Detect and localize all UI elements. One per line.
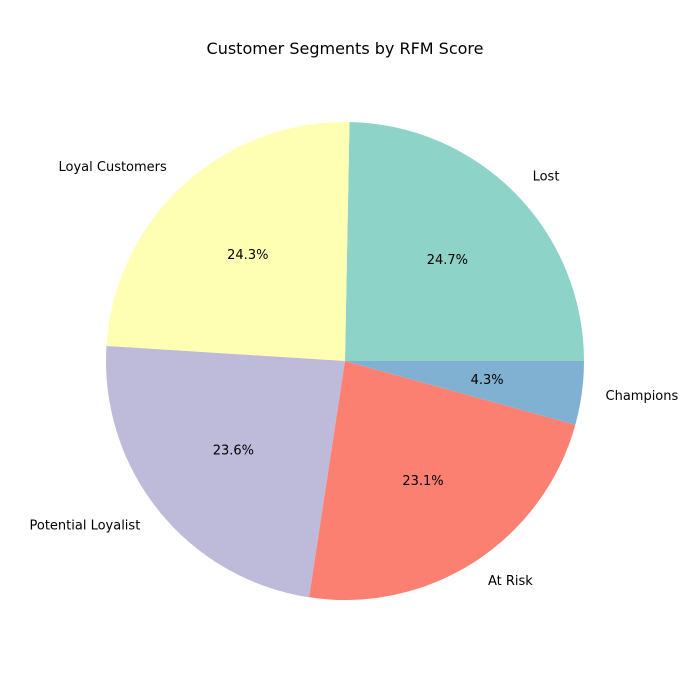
slice-percent-lost: 24.7% — [427, 253, 468, 268]
pie-slice-potential-loyalist — [105, 345, 345, 598]
chart-title: Customer Segments by RFM Score — [207, 39, 484, 58]
slice-label-champions: Champions — [606, 389, 679, 404]
slice-percent-champions: 4.3% — [471, 373, 504, 388]
slice-label-lost: Lost — [533, 169, 560, 184]
slice-percent-loyal-customers: 24.3% — [227, 248, 268, 263]
pie-slices — [105, 121, 584, 601]
pie-slice-champions — [345, 361, 584, 425]
slice-percent-at-risk: 23.1% — [402, 474, 443, 489]
slice-percent-potential-loyalist: 23.6% — [213, 444, 254, 459]
pie-slice-loyal-customers — [106, 121, 350, 362]
pie-slice-lost — [345, 122, 584, 361]
slice-label-at-risk: At Risk — [488, 574, 533, 589]
slice-label-potential-loyalist: Potential Loyalist — [29, 519, 140, 534]
slice-label-loyal-customers: Loyal Customers — [59, 160, 168, 175]
pie-labels: Lost 24.7% Loyal Customers 24.3% Potential L… — [29, 160, 678, 589]
pie-slice-at-risk — [309, 361, 576, 601]
